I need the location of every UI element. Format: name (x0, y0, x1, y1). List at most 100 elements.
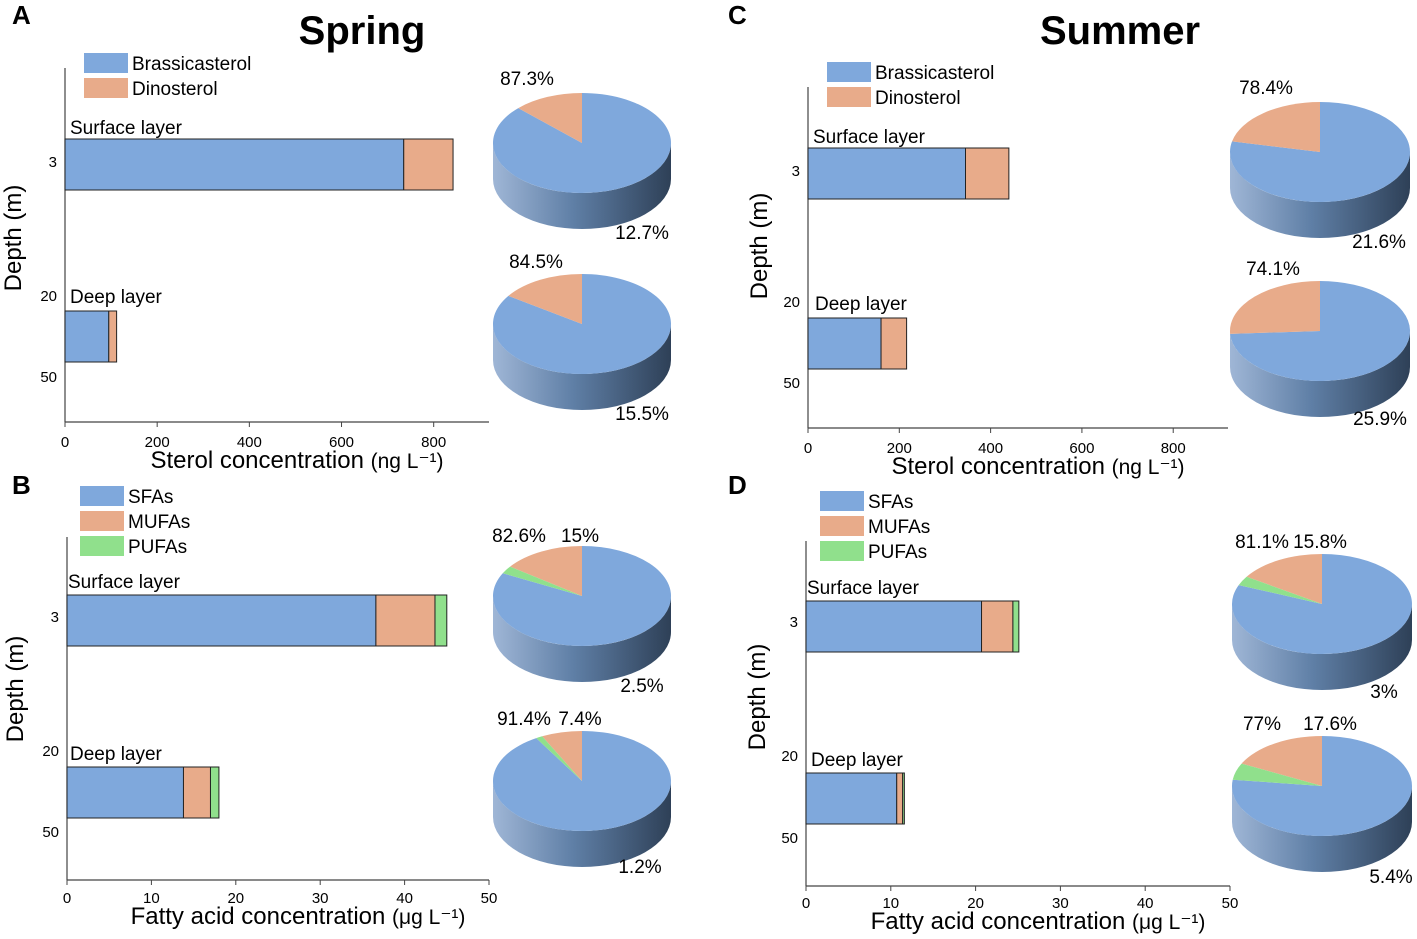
layer-label-0: Surface layer (68, 572, 181, 593)
x-tick-label: 30 (312, 890, 329, 907)
depth-tick-label: 3 (49, 154, 57, 171)
bar-0-segment-1 (965, 147, 1010, 200)
x-tick-label: 200 (145, 434, 170, 451)
x-tick-label: 40 (1137, 895, 1154, 912)
bar-0-segment-2 (434, 594, 448, 647)
pie-B-0-side (493, 596, 671, 682)
legend-swatch-0 (80, 486, 124, 506)
legend-label-1: MUFAs (868, 517, 930, 538)
pie-A-0-side (493, 143, 671, 229)
pie-D-0-slice-0 (1231, 554, 1412, 654)
legend-label-2: PUFAs (128, 537, 187, 558)
legend-label-0: Brassicasterol (875, 63, 994, 84)
depth-tick-label: 20 (783, 294, 800, 311)
layer-label-1: Deep layer (815, 294, 908, 315)
x-tick-label: 50 (481, 890, 498, 907)
layer-label-0: Surface layer (807, 578, 920, 599)
pie-C-1-label-0: 74.1% (1246, 259, 1300, 280)
layer-label-0: Surface layer (70, 118, 183, 139)
pie-D-1-label-2: 5.4% (1369, 867, 1412, 888)
bar-1-segment-0 (66, 766, 184, 819)
bar-1-segment-1 (182, 766, 211, 819)
x-axis-label-text: Sterol concentration (891, 453, 1111, 480)
panel-B: B 0 10 20 30 40 50 3 20 50 Fatty acid concentratio… (2, 470, 671, 930)
pie-A-0-slice-1 (518, 93, 582, 143)
pie-B-0-slice-2 (502, 566, 582, 596)
x-axis-label-unit: (μg L⁻¹) (1132, 911, 1205, 934)
x-tick-label: 50 (1222, 895, 1239, 912)
legend-swatch-2 (820, 541, 864, 561)
x-axis-label-unit: (μg L⁻¹) (392, 906, 465, 929)
legend-swatch-1 (827, 87, 871, 107)
pie-A-0-label-1: 12.7% (615, 223, 669, 244)
bar-0-segment-0 (805, 600, 983, 653)
x-tick-label: 10 (143, 890, 160, 907)
pie-D-1-side (1232, 786, 1412, 872)
bar-0-segment-0 (807, 147, 966, 200)
legend-label-2: PUFAs (868, 542, 927, 563)
pie-A-1-slice-1 (508, 274, 582, 324)
pie-C-0-label-1: 21.6% (1352, 232, 1406, 253)
legend-swatch-0 (820, 491, 864, 511)
panel-A: A 0 200 400 600 800 3 20 50 Sterol concentration … (0, 0, 672, 474)
depth-tick-label: 50 (40, 369, 57, 386)
bar-1-segment-0 (805, 772, 898, 825)
panel-C: C 0 200 400 600 800 3 20 50 Sterol concentration … (728, 0, 1411, 480)
y-axis-label: Depth (m) (746, 193, 773, 300)
x-tick-label: 20 (967, 895, 984, 912)
pie-C-0-side (1230, 152, 1410, 238)
depth-tick-label: 50 (781, 830, 798, 847)
x-tick-label: 200 (887, 440, 912, 457)
bar-0-segment-1 (375, 594, 436, 647)
pie-B-0-slice-1 (510, 546, 582, 596)
layer-label-1: Deep layer (811, 750, 904, 771)
x-tick-label: 800 (421, 434, 446, 451)
bar-0-segment-1 (981, 600, 1014, 653)
x-axis-label-text: Sterol concentration (150, 447, 370, 474)
pie-D-0-slice-1 (1246, 554, 1322, 604)
x-tick-label: 40 (396, 890, 413, 907)
panel-D: D 0 10 20 30 40 50 3 20 50 Fatty acid concentratio… (728, 470, 1413, 935)
pie-C-1-slice-1 (1230, 281, 1320, 334)
pie-C-1-slice-0 (1230, 281, 1411, 381)
x-axis-label: Fatty acid concentration (μg L⁻¹) (871, 908, 1206, 935)
x-tick-label: 400 (978, 440, 1003, 457)
x-tick-label: 0 (802, 895, 810, 912)
legend-swatch-1 (80, 511, 124, 531)
pie-A-0-label-0: 87.3% (500, 69, 554, 90)
panel-letter-A: A (12, 0, 31, 30)
x-tick-label: 800 (1161, 440, 1186, 457)
bar-1-segment-0 (807, 317, 882, 370)
layer-label-1: Deep layer (70, 287, 163, 308)
pie-B-1-slice-2 (536, 736, 582, 781)
depth-tick-label: 50 (42, 824, 59, 841)
depth-tick-label: 3 (51, 609, 59, 626)
x-tick-label: 20 (227, 890, 244, 907)
bar-1-segment-2 (209, 766, 220, 819)
legend-swatch-2 (80, 536, 124, 556)
legend-swatch-1 (820, 516, 864, 536)
bar-1-segment-1 (896, 772, 904, 825)
bar-0-segment-1 (403, 138, 454, 191)
legend-label-0: SFAs (868, 492, 913, 513)
depth-tick-label: 20 (42, 743, 59, 760)
pie-C-0-label-0: 78.4% (1239, 78, 1293, 99)
pie-D-1-label-1: 17.6% (1303, 714, 1357, 735)
pie-D-1-slice-2 (1232, 763, 1322, 786)
depth-tick-label: 3 (792, 163, 800, 180)
x-tick-label: 600 (1069, 440, 1094, 457)
pie-B-0-label-0: 82.6% (492, 526, 546, 547)
pie-A-1-side (493, 324, 671, 410)
pie-A-1-label-1: 15.5% (615, 404, 669, 425)
pie-C-0-slice-1 (1232, 102, 1320, 152)
pie-D-1-slice-1 (1241, 735, 1322, 786)
x-axis-label-text: Fatty acid concentration (871, 908, 1132, 935)
pie-B-1-label-2: 1.2% (618, 857, 661, 878)
pie-D-0-label-2: 3% (1370, 682, 1398, 703)
x-axis-label: Sterol concentration (ng L⁻¹) (150, 447, 443, 474)
panel-letter-D: D (728, 470, 747, 500)
panel-letter-C: C (728, 0, 747, 30)
x-axis-label-unit: (ng L⁻¹) (371, 450, 444, 473)
x-tick-label: 0 (61, 434, 69, 451)
